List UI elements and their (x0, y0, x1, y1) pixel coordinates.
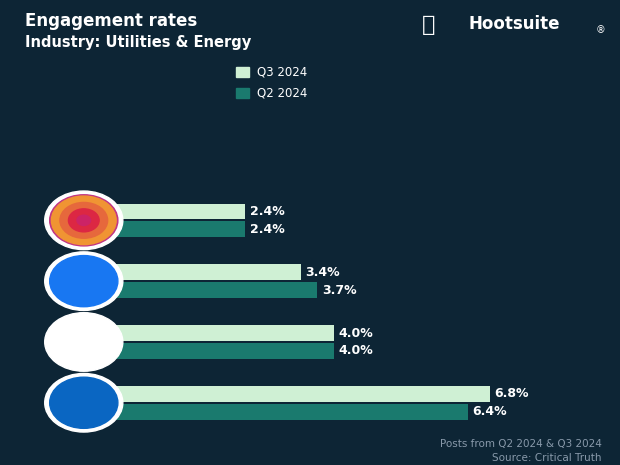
Text: Q2 2024: Q2 2024 (257, 86, 307, 100)
Bar (112, 404, 467, 419)
Text: 2.4%: 2.4% (250, 223, 285, 236)
Text: Posts from Q2 2024 & Q3 2024: Posts from Q2 2024 & Q3 2024 (440, 439, 601, 450)
Text: in: in (74, 395, 94, 414)
Text: 6.4%: 6.4% (472, 405, 507, 418)
Bar (112, 325, 334, 341)
Bar (112, 264, 301, 280)
Text: 4.0%: 4.0% (339, 326, 373, 339)
Bar (112, 343, 334, 359)
Bar (112, 204, 245, 219)
Circle shape (92, 211, 96, 214)
Text: f: f (81, 272, 91, 295)
Bar (112, 386, 490, 402)
Text: 6.8%: 6.8% (494, 387, 529, 400)
Text: Source: Critical Truth: Source: Critical Truth (492, 453, 601, 464)
Text: Engagement rates: Engagement rates (25, 12, 197, 30)
Text: 2.4%: 2.4% (250, 205, 285, 218)
Text: 🦉: 🦉 (422, 15, 435, 35)
Text: Q3 2024: Q3 2024 (257, 66, 307, 79)
Text: 3.7%: 3.7% (322, 284, 356, 297)
Text: Hootsuite: Hootsuite (468, 15, 560, 33)
Bar (112, 282, 317, 298)
Bar (112, 221, 245, 237)
Text: 4.0%: 4.0% (339, 345, 373, 358)
Text: ®: ® (595, 26, 605, 36)
Text: 3.4%: 3.4% (305, 266, 340, 279)
Text: Industry: Utilities & Energy: Industry: Utilities & Energy (25, 35, 251, 50)
